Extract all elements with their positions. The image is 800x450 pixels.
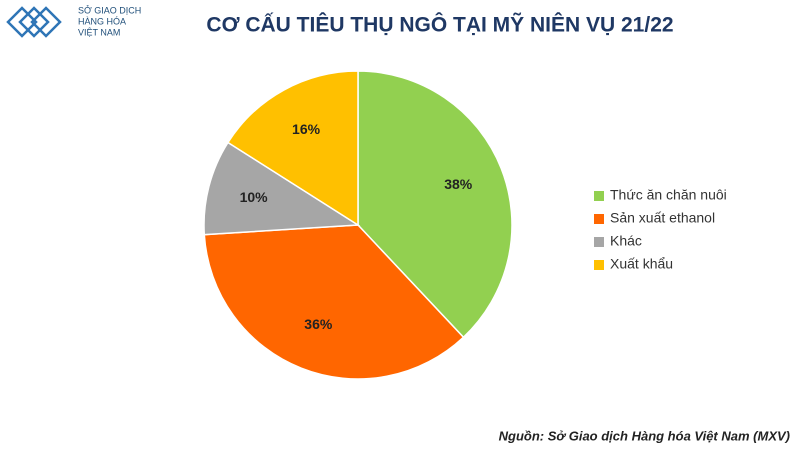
legend-label: Sản xuất ethanol — [610, 210, 715, 226]
data-label: 36% — [304, 316, 333, 332]
pie-slice — [226, 70, 359, 227]
logo — [6, 6, 62, 38]
pie-slice — [203, 224, 465, 380]
data-label: 38% — [444, 176, 473, 192]
source: Nguồn: Sở Giao dịch Hàng hóa Việt Nam (M… — [499, 428, 790, 443]
logo-text: HÀNG HÓA — [78, 16, 126, 26]
legend-label: Khác — [610, 233, 642, 249]
chart-title: CƠ CẤU TIÊU THỤ NGÔ TẠI MỸ NIÊN VỤ 21/22 — [206, 13, 673, 37]
legend-swatch — [594, 214, 604, 224]
legend-swatch — [594, 260, 604, 270]
pie-slice — [203, 141, 361, 236]
legend-label: Xuất khẩu — [610, 256, 673, 272]
pie-slice — [357, 70, 513, 339]
legend-swatch — [594, 237, 604, 247]
data-label: 10% — [240, 189, 269, 205]
data-label: 16% — [292, 121, 321, 137]
legend-swatch — [594, 191, 604, 201]
legend-label: Thức ăn chăn nuôi — [610, 187, 727, 203]
logo-text: SỞ GIAO DỊCH — [78, 4, 141, 15]
logo-text: VIỆT NAM — [78, 27, 120, 37]
